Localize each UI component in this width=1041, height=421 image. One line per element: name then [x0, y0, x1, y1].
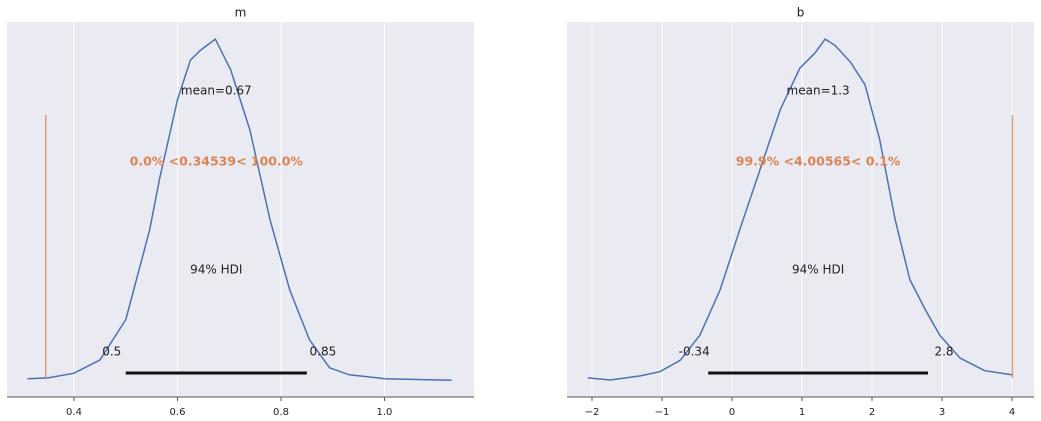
hdi-low-label: 0.5: [102, 345, 121, 359]
x-tick-label: 0: [729, 407, 735, 418]
ref-label: 0.0% <0.34539< 100.0%: [130, 154, 304, 169]
x-tick-label: 0.8: [273, 407, 289, 418]
x-tick-label: 2: [869, 407, 875, 418]
x-tick-label: 1: [799, 407, 805, 418]
panel-title: b: [797, 6, 805, 20]
mean-label: mean=1.3: [787, 84, 850, 98]
x-tick-label: 3: [939, 407, 945, 418]
x-tick-label: 4: [1009, 407, 1015, 418]
density-curve: [587, 38, 1013, 381]
mean-label: mean=0.67: [181, 84, 252, 98]
ref-label: 99.9% <4.00565< 0.1%: [736, 154, 901, 169]
hdi-label: 94% HDI: [792, 263, 844, 277]
plot-area: [567, 22, 1034, 397]
hdi-high-label: 0.85: [310, 345, 337, 359]
panel-title: m: [235, 6, 247, 20]
hdi-label: 94% HDI: [190, 263, 242, 277]
plot-area: [7, 22, 474, 397]
x-tick-label: 0.6: [170, 407, 186, 418]
x-tick-label: −1: [655, 407, 670, 418]
x-tick-label: 1.0: [377, 407, 393, 418]
hdi-low-label: -0.34: [679, 345, 710, 359]
density-curve: [27, 37, 452, 381]
x-tick-label: −2: [585, 407, 600, 418]
x-tick-label: 0.4: [66, 407, 82, 418]
hdi-high-label: 2.8: [934, 345, 953, 359]
